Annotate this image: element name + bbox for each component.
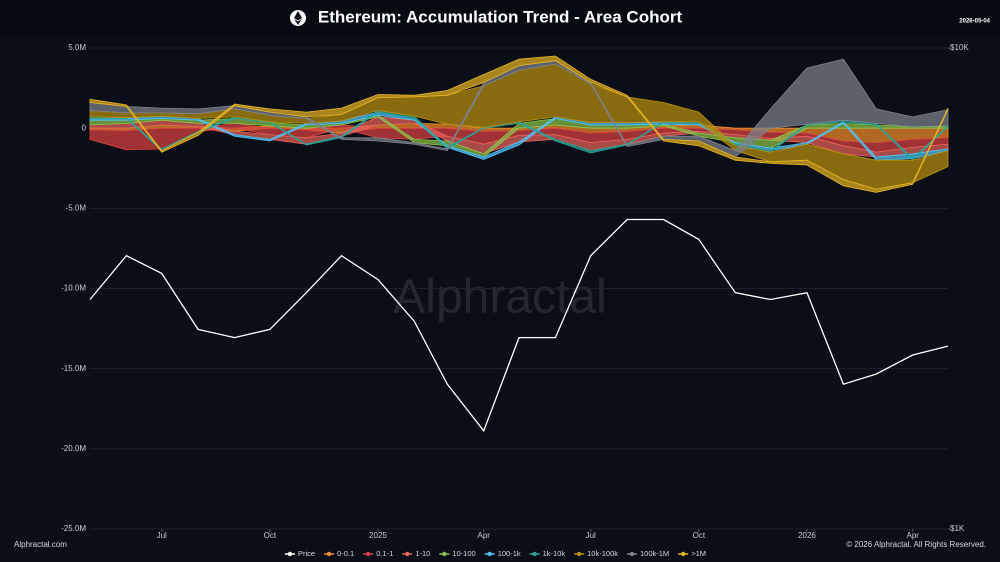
watermark: Alphractal (393, 271, 606, 324)
legend-marker-dot (442, 551, 447, 557)
x-tick-label: 2026 (798, 531, 816, 540)
cohort-area (89, 55, 949, 193)
legend-label: 100k-1M (640, 549, 669, 558)
legend-marker-dot (532, 551, 537, 557)
legend-label: >1M (691, 549, 706, 558)
x-tick-label: Jul (586, 531, 596, 540)
legend-label: Price (298, 549, 315, 558)
cohort-area (89, 58, 949, 158)
price-line (89, 218, 949, 433)
legend-marker-dot (405, 551, 410, 557)
legend-label: 0-0.1 (337, 549, 354, 558)
copyright: © 2026 Alphractal. All Rights Reserved. (846, 540, 986, 549)
legend: Price 0-0.1 0.1-1 1-10 10-100 100-1k 1k-10k 10k… (285, 549, 706, 558)
legend-marker-dot (326, 551, 332, 557)
legend-label: 1k-10k (543, 549, 566, 558)
y2-tick-label: $10K (950, 43, 969, 52)
legend-marker-dot (629, 551, 635, 557)
y-tick-label: 0 (82, 123, 87, 132)
y-tick-label: -5.0M (66, 203, 87, 212)
legend-label: 1-10 (415, 549, 430, 558)
y-tick-label: 5.0M (68, 43, 86, 52)
source: Alphractal.com (14, 540, 67, 549)
legend-label: 100-1k (498, 549, 521, 558)
date-label: 2026-05-04 (959, 19, 990, 25)
x-tick-label: Oct (264, 531, 277, 540)
y2-tick-label: $1K (950, 524, 965, 533)
legend-label: 0.1-1 (376, 549, 393, 558)
legend-label: 10k-100k (587, 549, 618, 558)
x-tick-label: Apr (907, 531, 920, 540)
y-tick-label: -10.0M (61, 284, 86, 293)
header-bar (0, 0, 1000, 36)
x-tick-label: 2025 (369, 531, 387, 540)
x-tick-label: Apr (478, 531, 491, 540)
legend-marker-dot (366, 551, 371, 557)
y-tick-label: -15.0M (61, 364, 86, 373)
x-tick-label: Jul (157, 531, 167, 540)
chart-title: Ethereum: Accumulation Trend - Area Coho… (318, 7, 683, 26)
y-tick-label: -20.0M (61, 444, 86, 453)
legend-marker-dot (487, 551, 492, 557)
x-tick-label: Oct (693, 531, 706, 540)
legend-marker-dot (287, 551, 293, 557)
y-tick-label: -25.0M (61, 524, 86, 533)
legend-marker-dot (576, 551, 582, 557)
eth-icon (290, 10, 306, 26)
legend-label: 10-100 (452, 549, 475, 558)
legend-marker-dot (680, 551, 686, 557)
